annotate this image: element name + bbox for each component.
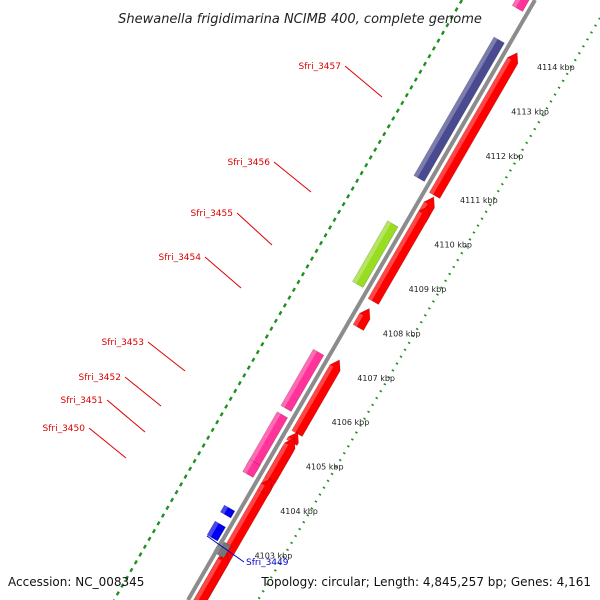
cds-small-fwd-2[interactable]: [286, 431, 299, 446]
cds-sfri-3455-green-highlight: [352, 220, 392, 284]
cds-sfri-3455-3454[interactable]: [367, 205, 430, 305]
callout-line-sfri-3453: [147, 341, 186, 372]
kbp-tick-label: 4106 kbp: [332, 418, 370, 427]
callout-line-sfri-3456: [273, 161, 312, 193]
cds-top-pink[interactable]: [511, 0, 531, 12]
cds-sfri-3455-3454-highlight: [368, 211, 423, 301]
callout-line-sfri-3455: [236, 212, 273, 246]
gene-label-sfri-3451[interactable]: Sfri_3451: [61, 396, 104, 406]
cds-sfri-3449-blue-2[interactable]: [219, 504, 236, 519]
cds-small-fwd-1-highlight: [353, 313, 364, 327]
cds-sfri-3452-highlight: [291, 364, 334, 433]
gene-label-sfri-3450[interactable]: Sfri_3450: [43, 424, 86, 434]
genome-title: Shewanella frigidimarina NCIMB 400, comp…: [118, 12, 482, 27]
cds-top-pink-highlight: [512, 0, 521, 8]
callout-line-sfri-3454: [204, 256, 242, 289]
cds-small-fwd-1[interactable]: [352, 308, 371, 331]
kbp-tick-label: 4107 kbp: [357, 374, 395, 383]
cds-sfri-3449-blue-2-highlight: [220, 505, 229, 515]
gc-dotted-line: [256, 17, 600, 600]
cds-sfri-3453-pink-highlight: [280, 349, 317, 408]
cds-sfri-3450-pink[interactable]: [242, 458, 261, 478]
cds-sfri-3450-highlight: [265, 442, 289, 479]
callout-line-sfri-3451: [106, 399, 146, 433]
cds-sfri-3457-large[interactable]: [413, 36, 505, 182]
cds-small-fwd-3-highlight: [257, 483, 265, 492]
kbp-tick-label: 4103 kbp: [255, 551, 293, 560]
callout-line-sfri-3450: [88, 427, 127, 459]
cds-sfri-3455-green[interactable]: [352, 220, 399, 288]
cds-bottom-left-highlight: [193, 558, 222, 600]
outer-dashed-track: [112, 0, 464, 600]
kbp-tick-label: 4109 kbp: [409, 285, 447, 294]
cds-sfri-3453-pink[interactable]: [280, 348, 325, 412]
gene-label-sfri-3449[interactable]: Sfri_3449: [246, 558, 289, 568]
gene-label-sfri-3456[interactable]: Sfri_3456: [228, 158, 271, 168]
gene-label-sfri-3457[interactable]: Sfri_3457: [299, 62, 342, 72]
gene-label-sfri-3452[interactable]: Sfri_3452: [79, 373, 122, 383]
cds-sfri-3451-pink-highlight: [246, 411, 281, 468]
kbp-tick-label: 4112 kbp: [486, 152, 524, 161]
cds-sfri-3457-highlight: [429, 57, 512, 195]
kbp-tick-label: 4110 kbp: [434, 241, 472, 250]
gene-label-sfri-3455[interactable]: Sfri_3455: [191, 209, 234, 219]
cds-small-fwd-3[interactable]: [257, 478, 272, 496]
genome-summary-text: Topology: circular; Length: 4,845,257 bp…: [260, 575, 591, 589]
cds-sfri-3449-blue-1-highlight: [207, 521, 219, 538]
kbp-tick-label: 4105 kbp: [306, 463, 344, 472]
kbp-tick-label: 4114 kbp: [537, 63, 575, 72]
cds-sfri-3450-pink-highlight: [242, 459, 254, 474]
accession-text: Accession: NC_008345: [8, 575, 144, 589]
callout-line-sfri-3457: [344, 65, 383, 98]
cds-sfri-3450[interactable]: [264, 437, 296, 483]
callout-line-sfri-3449: [206, 535, 245, 563]
gene-callouts: Sfri_3457 Sfri_3456 Sfri_3455 Sfri_3454 Sfri…: [43, 62, 383, 568]
gene-label-sfri-3453[interactable]: Sfri_3453: [102, 338, 145, 348]
cds-sfri-3449-blue-1[interactable]: [206, 520, 226, 542]
genome-backbone: [186, 0, 537, 600]
callout-line-sfri-3452: [124, 376, 162, 407]
kbp-tick-label: 4111 kbp: [460, 196, 498, 205]
kbp-tick-label: 4104 kbp: [280, 507, 318, 516]
cds-sfri-3457[interactable]: [428, 52, 519, 199]
gene-label-sfri-3454[interactable]: Sfri_3454: [159, 253, 202, 263]
cds-sfri-3457-large-highlight: [413, 37, 498, 178]
kbp-tick-label: 4113 kbp: [511, 107, 549, 116]
kbp-tick-label: 4108 kbp: [383, 329, 421, 338]
gene-features: [193, 0, 531, 600]
cds-sfri-3452[interactable]: [291, 359, 341, 437]
kbp-ticks: 4114 kbp 4113 kbp 4112 kbp 4111 kbp 4110 kbp…: [255, 63, 575, 560]
